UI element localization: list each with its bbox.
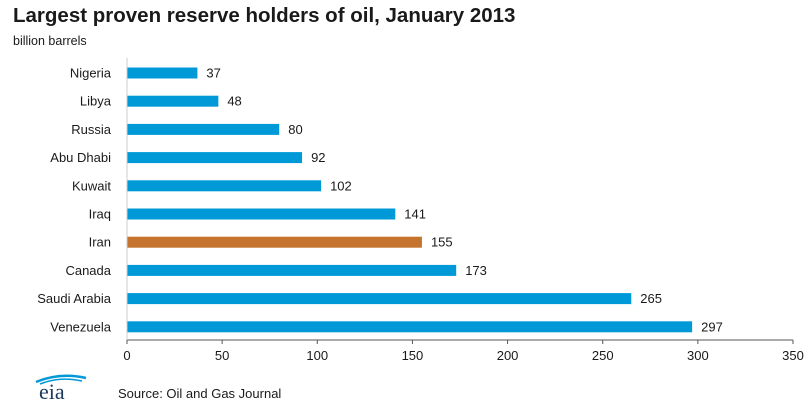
- x-tick-label: 100: [306, 348, 328, 363]
- value-label: 102: [330, 178, 352, 193]
- value-label: 80: [288, 122, 302, 137]
- bar-kuwait: [127, 180, 322, 192]
- source-note: Source: Oil and Gas Journal: [118, 386, 282, 401]
- category-label: Nigeria: [70, 66, 112, 81]
- value-label: 155: [431, 235, 453, 250]
- bar-iran: [127, 236, 422, 248]
- value-label: 297: [701, 319, 723, 334]
- category-label: Russia: [71, 122, 112, 137]
- value-label: 173: [465, 263, 487, 278]
- category-label: Iran: [89, 235, 111, 250]
- x-tick-label: 200: [497, 348, 519, 363]
- bar-venezuela: [127, 321, 693, 333]
- bar-libya: [127, 95, 219, 107]
- category-label: Venezuela: [50, 319, 111, 334]
- eia-logo: eia: [35, 374, 87, 402]
- category-label: Saudi Arabia: [37, 291, 111, 306]
- chart-title: Largest proven reserve holders of oil, J…: [13, 4, 516, 27]
- chart-subtitle: billion barrels: [13, 34, 87, 48]
- value-label: 141: [404, 207, 426, 222]
- value-label: 37: [206, 66, 220, 81]
- logo-text: eia: [39, 379, 65, 402]
- x-tick-label: 150: [402, 348, 424, 363]
- value-label: 92: [311, 150, 325, 165]
- category-label: Canada: [65, 263, 111, 278]
- value-label: 265: [640, 291, 662, 306]
- x-tick-label: 0: [123, 348, 130, 363]
- bar-saudi-arabia: [127, 293, 632, 305]
- category-label: Libya: [80, 94, 112, 109]
- category-label: Iraq: [89, 207, 111, 222]
- x-tick-label: 300: [687, 348, 709, 363]
- x-tick-label: 350: [782, 348, 804, 363]
- bar-abu-dhabi: [127, 152, 303, 164]
- value-label: 48: [227, 94, 241, 109]
- x-tick-label: 250: [592, 348, 614, 363]
- category-label: Kuwait: [72, 178, 111, 193]
- bar-nigeria: [127, 67, 198, 79]
- bar-russia: [127, 123, 280, 135]
- x-tick-label: 50: [215, 348, 229, 363]
- category-label: Abu Dhabi: [50, 150, 111, 165]
- bar-canada: [127, 264, 457, 276]
- bar-iraq: [127, 208, 396, 220]
